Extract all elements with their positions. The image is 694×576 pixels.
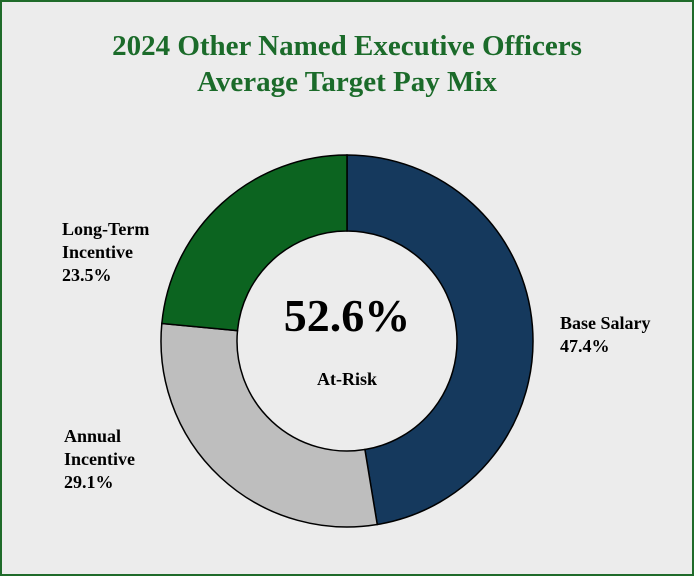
chart-title-line-2: Average Target Pay Mix [197,66,497,98]
slice-label-long-term-incentive: Long-Term Incentive 23.5% [62,218,149,287]
slice-annual-incentive [160,322,379,528]
slice-label-base-salary-name: Base Salary [560,313,651,333]
slice-long-term-incentive [161,154,348,332]
center-label: At-Risk [316,369,377,389]
slice-label-long-term-incentive-percent: 23.5% [62,265,112,285]
slice-label-annual-incentive-line-1: Annual [64,426,122,446]
slice-label-annual-incentive-percent: 29.1% [64,472,114,492]
slice-label-long-term-incentive-line-2: Incentive [62,242,133,262]
slice-label-annual-incentive: Annual Incentive 29.1% [64,425,135,494]
slice-base-salary [346,154,534,526]
slice-label-base-salary: Base Salary 47.4% [560,312,651,358]
slice-label-long-term-incentive-line-1: Long-Term [62,219,150,239]
center-value: 52.6% [283,290,411,341]
chart-title-line-1: 2024 Other Named Executive Officers [112,30,582,62]
chart-title: 2024 Other Named Executive Officers Aver… [2,28,692,100]
slice-label-base-salary-percent: 47.4% [560,336,610,356]
slice-label-annual-incentive-line-2: Incentive [64,449,135,469]
